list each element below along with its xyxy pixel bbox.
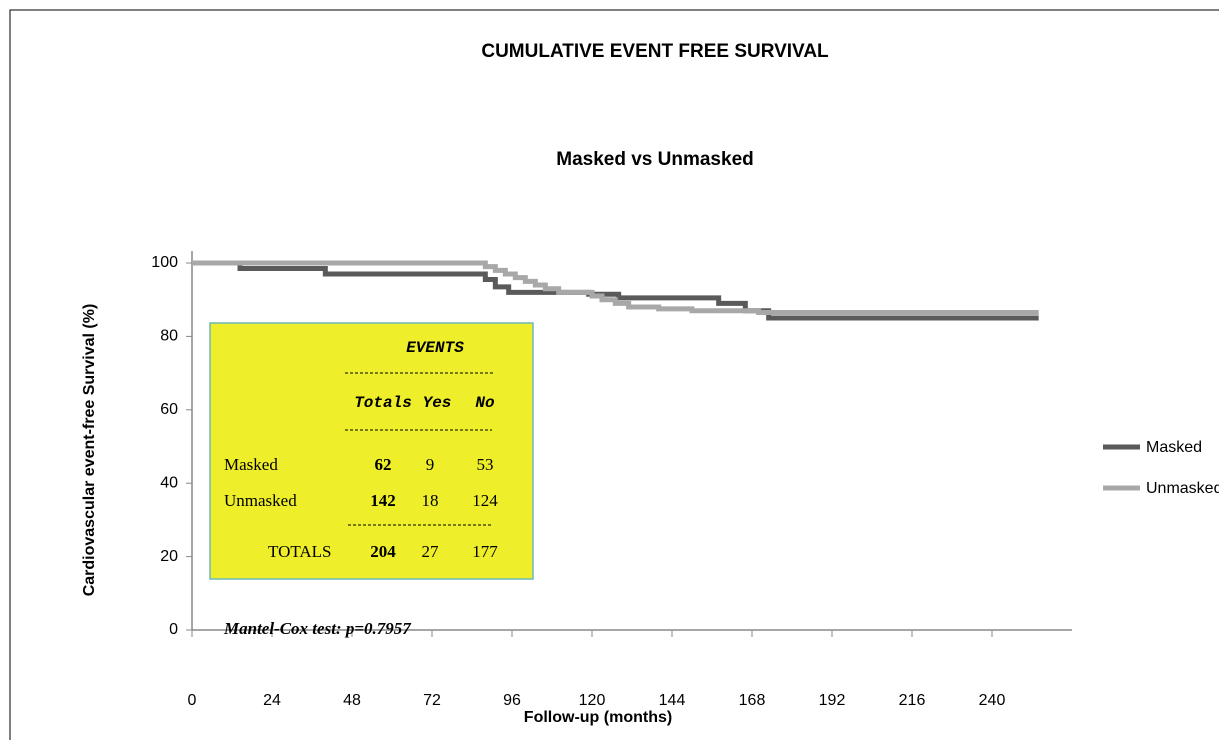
chart-title: CUMULATIVE EVENT FREE SURVIVAL <box>481 41 829 62</box>
row-value: 124 <box>472 491 498 510</box>
x-tick-label: 24 <box>263 692 281 709</box>
row-value: 27 <box>422 542 440 561</box>
y-tick-label: 100 <box>151 254 178 271</box>
x-tick-label: 96 <box>503 692 521 709</box>
y-tick-label: 20 <box>160 548 178 565</box>
survival-line <box>192 260 1039 321</box>
row-value: 62 <box>375 455 392 474</box>
row-value: 204 <box>370 542 396 561</box>
row-value: 18 <box>422 491 439 510</box>
x-tick-label: 168 <box>739 692 766 709</box>
y-tick-label: 60 <box>160 401 178 418</box>
legend-label: Unmasked <box>1146 480 1219 497</box>
x-tick-label: 144 <box>659 692 686 709</box>
row-value: 9 <box>426 455 435 474</box>
x-tick-label: 240 <box>979 692 1006 709</box>
row-label: Masked <box>224 455 278 474</box>
row-value: 142 <box>370 491 396 510</box>
inset-header: Yes <box>423 394 452 412</box>
y-tick-label: 80 <box>160 328 178 345</box>
inset-box <box>209 322 534 580</box>
inset-header: Totals <box>354 394 412 412</box>
y-tick-label: 40 <box>160 474 178 491</box>
row-value: 53 <box>477 455 494 474</box>
inset-title: EVENTS <box>406 339 464 357</box>
x-tick-label: 216 <box>899 692 926 709</box>
x-tick-label: 48 <box>343 692 361 709</box>
legend-label: Masked <box>1146 439 1202 456</box>
survival-line <box>192 260 1039 316</box>
y-tick-label: 0 <box>169 621 178 638</box>
row-value: 177 <box>472 542 498 561</box>
frame <box>9 9 1219 740</box>
x-tick-label: 0 <box>188 692 197 709</box>
events-inset: EVENTS Mantel-Cox test: p=0.7957 Totals Y… <box>209 322 534 638</box>
row-label: Unmasked <box>224 491 297 510</box>
test-note: Mantel-Cox test: p=0.7957 <box>223 619 412 638</box>
x-axis-label: Follow-up (months) <box>524 709 672 726</box>
inset-header: No <box>475 394 495 412</box>
chart-subtitle: Masked vs Unmasked <box>556 149 754 170</box>
y-axis-label: Cardiovascular event-free Survival (%) <box>81 304 98 597</box>
row-label: TOTALS <box>268 542 332 561</box>
x-tick-label: 72 <box>423 692 441 709</box>
x-tick-label: 120 <box>579 692 606 709</box>
x-tick-label: 192 <box>819 692 846 709</box>
